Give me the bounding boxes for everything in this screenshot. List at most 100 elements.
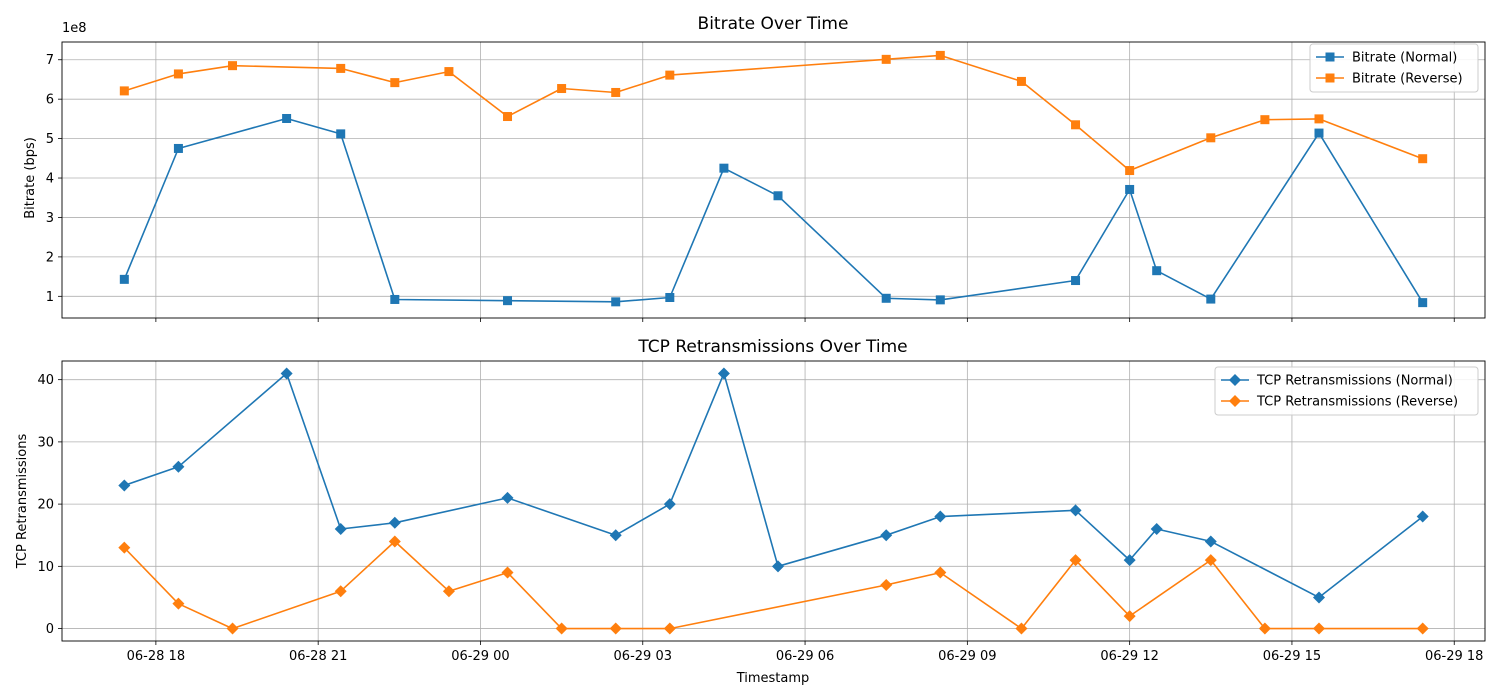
tcp-data-point <box>934 510 947 523</box>
bitrate-y-scale-label: 1e8 <box>62 21 87 36</box>
bitrate-data-point <box>336 129 346 139</box>
tcp-data-point <box>1312 622 1325 635</box>
bitrate-data-point <box>611 87 621 97</box>
tcp-data-point <box>501 491 514 504</box>
bitrate-data-point <box>1206 133 1216 143</box>
tcp-legend-label: TCP Retransmissions (Reverse) <box>1256 395 1458 410</box>
tcp-data-point <box>118 479 131 492</box>
tcp-data-point <box>555 622 568 635</box>
x-tick-label: 06-29 18 <box>1425 649 1483 664</box>
bitrate-data-point <box>1125 184 1135 194</box>
x-tick-label: 06-29 15 <box>1263 649 1321 664</box>
bitrate-legend-label: Bitrate (Normal) <box>1352 51 1457 66</box>
bitrate-data-point <box>228 61 238 71</box>
tcp-data-point <box>717 367 730 380</box>
tcp-y-tick-label: 10 <box>37 560 54 575</box>
bitrate-y-tick-label: 2 <box>46 250 54 265</box>
tcp-data-point <box>772 560 785 573</box>
bitrate-legend: Bitrate (Normal) Bitrate (Reverse) <box>1309 43 1479 93</box>
bitrate-data-point <box>1125 166 1135 176</box>
bitrate-data-point <box>1314 128 1324 138</box>
tcp-y-tick-label: 20 <box>37 498 54 513</box>
tcp-legend-label: TCP Retransmissions (Normal) <box>1256 374 1453 389</box>
bitrate-series <box>119 50 1428 308</box>
bitrate-data-point <box>881 293 891 303</box>
tcp-data-point <box>1204 535 1217 548</box>
tcp-data-point <box>609 529 622 542</box>
x-tick-label: 06-29 09 <box>938 649 996 664</box>
bitrate-data-point <box>119 274 129 284</box>
x-tick-label: 06-29 00 <box>451 649 509 664</box>
tcp-data-point <box>442 585 455 598</box>
tcp-data-point <box>334 523 347 535</box>
bitrate-y-tick-label: 7 <box>46 53 54 68</box>
tcp-series-line-1 <box>123 540 1423 630</box>
bitrate-data-point <box>444 67 454 77</box>
bitrate-data-point <box>1314 114 1324 124</box>
bitrate-data-point <box>665 292 675 302</box>
tcp-data-point <box>1069 554 1082 567</box>
bitrate-data-point <box>557 84 567 94</box>
tcp-retransmissions-chart: TCP Retransmissions Over Time TCP Retran… <box>15 337 1486 686</box>
bitrate-data-point <box>935 295 945 305</box>
tcp-series <box>118 367 1429 635</box>
bitrate-data-point <box>611 297 621 307</box>
tcp-data-point <box>1123 610 1136 623</box>
tcp-y-tick-label: 30 <box>37 435 54 450</box>
bitrate-y-tick-label: 5 <box>46 132 54 147</box>
x-tick-label: 06-29 03 <box>614 649 672 664</box>
bitrate-legend-label: Bitrate (Reverse) <box>1352 72 1463 87</box>
tcp-series-line-0 <box>124 372 1424 599</box>
bitrate-series-line-0 <box>123 117 1424 304</box>
bitrate-data-point <box>1418 154 1428 164</box>
x-axis-label: Timestamp <box>736 671 810 686</box>
bitrate-data-point <box>503 112 513 122</box>
bitrate-data-point <box>1016 76 1026 86</box>
bitrate-data-point <box>173 143 183 153</box>
bitrate-data-point <box>719 163 729 173</box>
bitrate-grid <box>62 42 1485 318</box>
bitrate-legend-marker <box>1325 73 1335 83</box>
bitrate-data-point <box>390 78 400 88</box>
tcp-data-point <box>663 622 676 635</box>
x-tick-label: 06-28 21 <box>289 649 347 664</box>
bitrate-chart: Bitrate Over Time Bitrate (bps) 1e8 1 2 3 4… <box>23 14 1486 322</box>
tcp-data-point <box>934 566 947 579</box>
tcp-legend-marker <box>1229 395 1241 407</box>
tcp-y-tick-label: 0 <box>46 622 54 637</box>
tcp-data-point <box>226 622 239 635</box>
tcp-data-point <box>1015 622 1028 635</box>
bitrate-data-point <box>173 69 183 79</box>
bitrate-data-point <box>1152 266 1162 276</box>
bitrate-legend-box <box>1309 43 1479 93</box>
bitrate-data-point <box>1206 294 1216 304</box>
tcp-y-axis-label: TCP Retransmissions <box>15 434 30 570</box>
tcp-axes-frame <box>61 360 1486 642</box>
bitrate-data-point <box>665 70 675 80</box>
tcp-legend-box <box>1214 366 1479 416</box>
tcp-data-point <box>1416 510 1429 523</box>
bitrate-data-point <box>1071 276 1081 286</box>
tcp-data-point <box>172 597 185 610</box>
bitrate-series-line-1 <box>124 54 1423 172</box>
tcp-axes: 06-28 18 06-28 21 06-29 00 06-29 03 06-29 06… <box>37 360 1486 664</box>
tcp-legend: TCP Retransmissions (Normal) TCP Retransm… <box>1214 366 1479 416</box>
bitrate-chart-title: Bitrate Over Time <box>698 14 849 34</box>
bitrate-y-tick-label: 4 <box>46 172 54 187</box>
tcp-data-point <box>118 541 131 554</box>
bitrate-data-point <box>1071 120 1081 130</box>
tcp-data-point <box>172 460 185 473</box>
bitrate-data-point <box>282 113 292 123</box>
bitrate-y-tick-label: 1 <box>46 290 54 305</box>
tcp-data-point <box>1204 554 1217 567</box>
tcp-data-point <box>663 498 676 511</box>
tcp-data-point <box>1123 554 1136 567</box>
tcp-data-point <box>1150 523 1163 535</box>
x-tick-label: 06-29 12 <box>1100 649 1158 664</box>
bitrate-y-tick-label: 6 <box>46 93 54 108</box>
tcp-data-point <box>501 566 514 579</box>
tcp-y-tick-label: 40 <box>37 373 54 388</box>
bitrate-data-point <box>935 50 945 60</box>
tcp-data-point <box>388 535 401 548</box>
